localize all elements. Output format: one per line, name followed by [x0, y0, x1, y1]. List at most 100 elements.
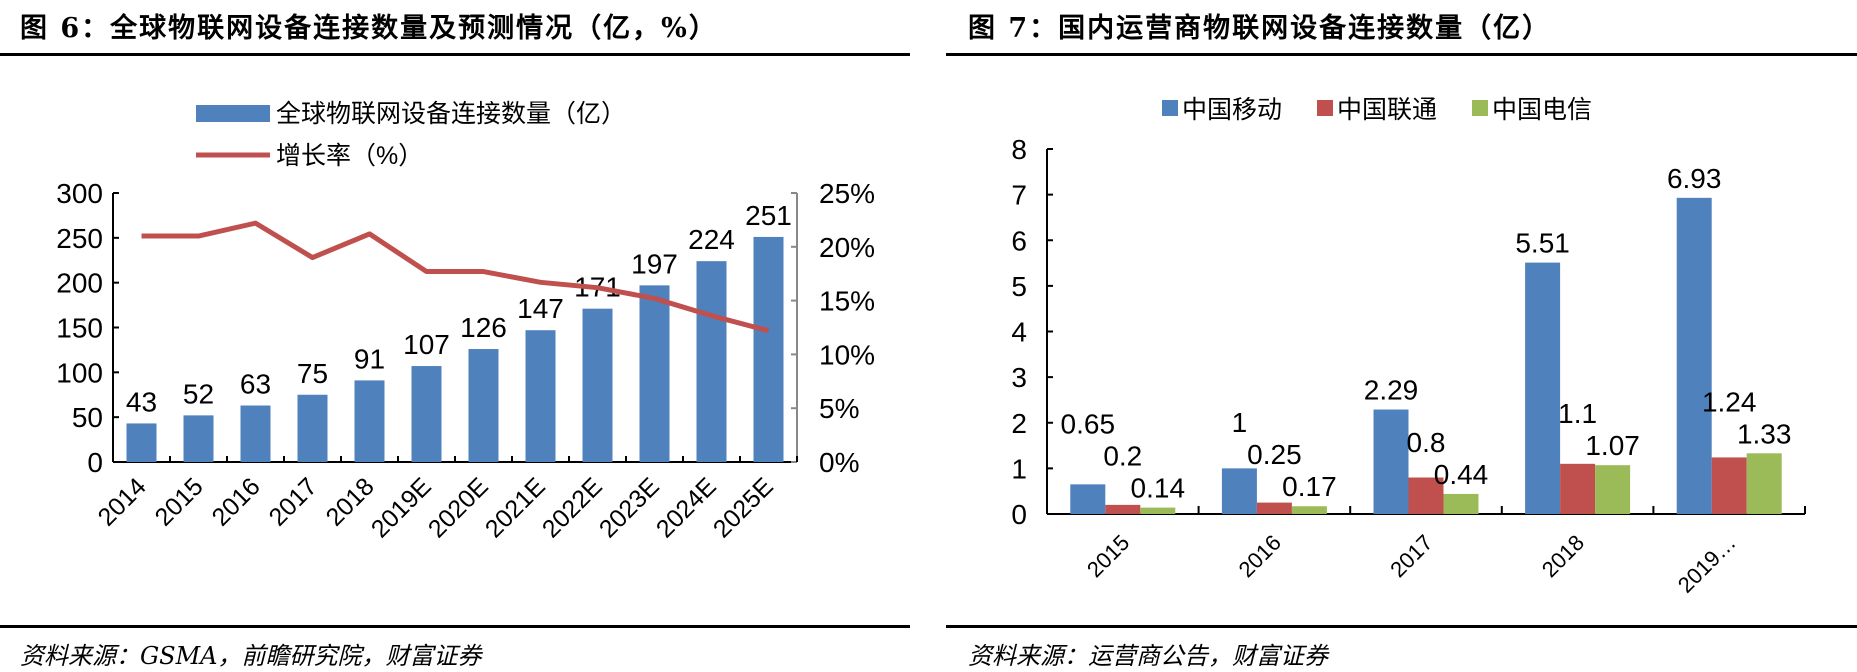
bar-data-label: 251 — [745, 200, 792, 231]
y-tick-label: 8 — [1011, 134, 1027, 165]
bar-data-label: 43 — [126, 386, 157, 417]
legend-swatch-bar — [196, 105, 270, 122]
left-y-tick-label: 250 — [56, 223, 103, 254]
bar-data-label: 75 — [297, 358, 328, 389]
x-tick-label: 2019E — [366, 472, 437, 543]
legend-label-connections: 全球物联网设备连接数量（亿） — [276, 100, 626, 128]
bar-data-label: 0.8 — [1407, 427, 1446, 458]
figure6-title: 图 6：全球物联网设备连接数量及预测情况（亿，%） — [20, 13, 718, 44]
left-y-tick-label: 50 — [72, 402, 103, 433]
bar-data-label: 63 — [240, 369, 271, 400]
bar-data-label: 91 — [354, 343, 385, 374]
bar-data-label: 197 — [631, 248, 678, 279]
right-y-tick-label: 25% — [819, 178, 875, 209]
right-y-tick-label: 15% — [819, 286, 875, 317]
figure7-bottom-rule — [946, 625, 1857, 628]
growth-rate-line — [141, 220, 770, 334]
x-tick-label: 2016 — [207, 472, 266, 531]
bar-data-label: 0.25 — [1247, 439, 1302, 470]
bar-2015 — [183, 415, 214, 462]
bar-data-label: 0.17 — [1282, 471, 1337, 502]
bar-中国联通-2019… — [1711, 457, 1747, 514]
bar-2021E — [525, 330, 556, 462]
y-tick-label: 7 — [1011, 180, 1027, 211]
legend-label-growth: 增长率（%） — [276, 142, 423, 170]
bar-中国移动-2017 — [1373, 409, 1409, 514]
bar-data-label: 1.07 — [1585, 430, 1640, 461]
bar-2024E — [696, 261, 727, 462]
legend-label: 中国移动 — [1182, 96, 1282, 124]
bar-2019E — [411, 366, 442, 462]
bar-data-label: 224 — [688, 224, 735, 255]
x-tick-label: 2016 — [1234, 530, 1286, 582]
x-tick-label: 2017 — [1385, 530, 1437, 582]
y-tick-label: 1 — [1011, 453, 1027, 484]
x-tick-label: 2014 — [93, 472, 152, 531]
legend-swatch-2 — [1472, 100, 1488, 116]
bar-中国电信-2017 — [1443, 493, 1479, 514]
bar-2016 — [240, 405, 271, 462]
y-tick-label: 6 — [1011, 225, 1027, 256]
bar-data-label: 0.65 — [1061, 409, 1116, 440]
bar-data-label: 6.93 — [1667, 163, 1722, 194]
bar-2017 — [297, 394, 328, 462]
y-tick-label: 3 — [1011, 362, 1027, 393]
x-tick-label: 2025E — [708, 472, 779, 543]
left-y-tick-label: 300 — [56, 178, 103, 209]
figure7-title: 图 7：国内运营商物联网设备连接数量（亿） — [968, 13, 1552, 44]
bar-data-label: 1.1 — [1558, 398, 1597, 429]
bar-中国移动-2016 — [1221, 468, 1257, 514]
bar-中国电信-2016 — [1291, 506, 1327, 514]
x-tick-label: 2023E — [594, 472, 665, 543]
bar-中国电信-2018 — [1595, 465, 1631, 514]
x-tick-label: 2017 — [264, 472, 323, 531]
bar-data-label: 147 — [517, 293, 564, 324]
bar-中国联通-2015 — [1105, 504, 1141, 514]
bar-data-label: 0.2 — [1103, 441, 1142, 472]
x-tick-label: 2024E — [651, 472, 722, 543]
figure7-top-rule — [946, 53, 1857, 56]
y-tick-label: 4 — [1011, 317, 1027, 348]
x-tick-label: 2018 — [1537, 530, 1589, 582]
bar-data-label: 52 — [183, 378, 214, 409]
bar-中国电信-2019… — [1746, 453, 1782, 514]
bar-data-label: 0.14 — [1131, 473, 1186, 504]
right-y-tick-label: 0% — [819, 447, 859, 478]
bar-data-label: 5.51 — [1515, 228, 1570, 259]
bar-中国联通-2018 — [1560, 463, 1596, 514]
left-y-tick-label: 200 — [56, 268, 103, 299]
bar-2018 — [354, 380, 385, 462]
bar-中国电信-2015 — [1140, 507, 1176, 514]
x-tick-label: 2020E — [423, 472, 494, 543]
x-tick-label: 2015 — [150, 472, 209, 531]
bar-2022E — [582, 308, 613, 462]
bar-data-label: 107 — [403, 329, 450, 360]
figure6-top-rule — [0, 53, 910, 56]
bar-data-label: 2.29 — [1364, 375, 1419, 406]
y-tick-label: 5 — [1011, 271, 1027, 302]
bar-2025E — [753, 236, 784, 462]
bar-2020E — [468, 349, 499, 462]
x-tick-label: 2015 — [1082, 530, 1134, 582]
x-tick-label: 2021E — [480, 472, 551, 543]
legend-label: 中国电信 — [1492, 96, 1592, 124]
bar-中国移动-2018 — [1525, 262, 1561, 514]
y-tick-label: 0 — [1011, 499, 1027, 530]
right-y-tick-label: 5% — [819, 393, 859, 424]
bar-data-label: 0.44 — [1434, 459, 1489, 490]
left-y-tick-label: 150 — [56, 313, 103, 344]
left-y-tick-label: 100 — [56, 357, 103, 388]
right-y-tick-label: 20% — [819, 232, 875, 263]
bar-中国移动-2015 — [1070, 484, 1106, 514]
figure6-bottom-rule — [0, 625, 910, 628]
bar-data-label: 1.33 — [1737, 418, 1792, 449]
legend-swatch-1 — [1317, 100, 1333, 116]
left-y-tick-label: 0 — [87, 447, 103, 478]
bar-2014 — [126, 423, 157, 462]
bar-2023E — [639, 285, 670, 462]
right-y-tick-label: 10% — [819, 339, 875, 370]
legend-label: 中国联通 — [1337, 96, 1437, 124]
x-tick-label: 2022E — [537, 472, 608, 543]
bar-data-label: 126 — [460, 312, 507, 343]
